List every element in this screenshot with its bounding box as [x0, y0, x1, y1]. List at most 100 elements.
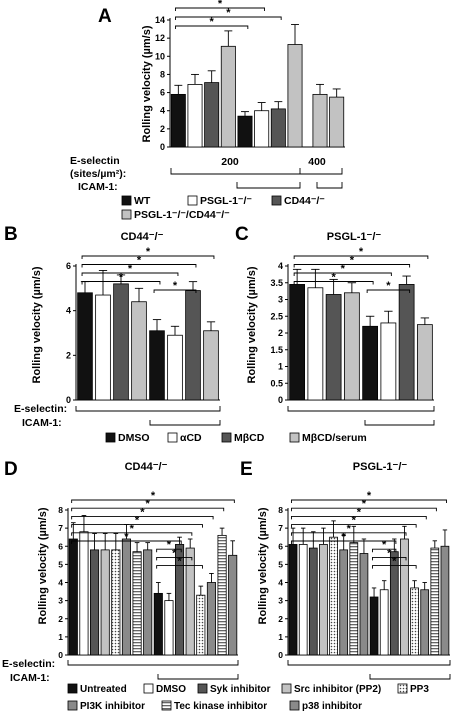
y-tick-label: 4 [160, 106, 165, 116]
bar [379, 589, 389, 656]
bar [420, 589, 430, 656]
y-tick-label: 0 [278, 395, 283, 405]
legend-label: PSGL-1⁻/⁻/CD44⁻/⁻ [134, 209, 230, 221]
significance-mark: * [146, 246, 151, 258]
significance-mark: * [135, 515, 140, 527]
significance-mark: * [359, 246, 364, 258]
y-tick-label: 6 [278, 541, 283, 551]
y-tick-label: 7 [278, 523, 283, 533]
bar [288, 544, 298, 656]
panel-a: A Rolling velocity (µm/s) 02468101214***… [70, 0, 345, 221]
y-tick-label: 0 [160, 142, 165, 152]
legend: Untreated DMSO Syk inhibitor Src inhibitor … [67, 683, 429, 712]
bar [228, 554, 238, 656]
legend-swatch [187, 195, 198, 206]
significance-bracket [293, 281, 374, 285]
y-tick-label: 3.5 [270, 278, 283, 288]
y-axis-label: Rolling velocity (µm/s) [37, 507, 49, 624]
cond-label-eselectin: E-selectin: [14, 403, 67, 415]
significance-mark: * [218, 0, 223, 10]
significance-bracket [291, 499, 447, 503]
significance-bracket [71, 540, 182, 544]
bar [298, 544, 308, 656]
significance-bracket [175, 7, 265, 11]
significance-bracket [293, 255, 429, 259]
eselectin-bracket-c [287, 406, 435, 412]
significance-mark: * [177, 556, 182, 568]
panel-letter-d: D [4, 459, 18, 480]
legend-swatch [221, 432, 232, 443]
eselectin-bracket-e [287, 660, 451, 666]
bar [380, 322, 397, 401]
significance-bracket [81, 281, 161, 285]
plot-area: 0 2 4 6 * * * * * [66, 246, 220, 405]
legend: DMSO αCD MβCD MβCD/serum [105, 432, 367, 444]
significance-mark: * [137, 255, 142, 267]
bar [131, 301, 147, 401]
bar [121, 538, 131, 656]
eselectin-bracket-b [75, 406, 221, 412]
legend-swatch [67, 683, 78, 694]
cond-value-400: 400 [308, 156, 326, 168]
y-tick-label: 6 [160, 88, 165, 98]
bar [206, 582, 216, 656]
bar [329, 536, 338, 656]
y-tick-label: 5 [58, 559, 63, 569]
bar [400, 538, 409, 656]
y-tick-label: 2 [160, 124, 165, 134]
significance-mark: * [392, 556, 397, 568]
legend-swatch [397, 683, 408, 694]
legend-swatch [105, 432, 116, 443]
legend-label: DMSO [118, 432, 150, 444]
significance-bracket [81, 255, 215, 259]
significance-bracket [71, 532, 193, 536]
significance-mark: * [124, 531, 129, 543]
bar [359, 553, 369, 656]
eselectin-bracket [170, 168, 343, 175]
y-axis-label: Rolling velocity (µm/s) [31, 266, 43, 383]
y-tick-label: 1 [278, 362, 283, 372]
panel-e: E PSGL-1⁻/⁻ Rolling velocity (µm/s) 0 1 2 3… [240, 459, 450, 660]
panel-d: D CD44⁻/⁻ Rolling velocity (µm/s) 0 1 2 3 4 5… [4, 459, 238, 660]
bar [217, 534, 227, 656]
cond-label-eselectin: E-selectin: [2, 658, 55, 670]
y-tick-label: 1 [58, 632, 63, 642]
bar [185, 290, 201, 401]
significance-mark: * [140, 506, 145, 518]
bar [312, 93, 328, 148]
significance-bracket [291, 524, 417, 528]
bar [430, 547, 440, 656]
panel-c: C PSGL-1⁻/⁻ Rolling velocity (µm/s) 0 0.5… [235, 224, 434, 405]
significance-bracket [175, 16, 282, 20]
bar [153, 592, 163, 656]
legend-label: p38 inhibitor [302, 701, 362, 712]
bar [90, 549, 100, 656]
significance-mark: * [350, 255, 355, 267]
y-tick-label: 3 [278, 295, 283, 305]
y-axis-label: Rolling velocity (µm/s) [141, 25, 153, 142]
legend-swatch [271, 195, 282, 206]
legend-label: MβCD [234, 432, 265, 444]
bar [339, 549, 349, 656]
y-tick-label: 4 [58, 578, 63, 588]
y-tick-label: 12 [155, 33, 165, 43]
plot-area: 0 0.5 1 1.5 2 2.5 3 3.5 4 * * * * * [270, 246, 434, 405]
significance-mark: * [362, 498, 367, 510]
significance-mark: * [119, 272, 124, 284]
y-tick-label: 8 [160, 69, 165, 79]
bar [319, 544, 328, 656]
bar [143, 549, 153, 656]
cond-label-eselectin: E-selectin [70, 155, 120, 167]
bar [308, 547, 318, 656]
bar [440, 545, 450, 656]
legend-swatch [121, 195, 132, 206]
bar [287, 44, 303, 148]
legend-label: PSGL-1⁻/⁻ [200, 195, 252, 207]
legend-label: αCD [180, 432, 202, 444]
significance-bracket [156, 556, 193, 561]
panel-letter-a: A [98, 6, 112, 27]
bar [325, 294, 342, 401]
legend-swatch [289, 432, 300, 443]
